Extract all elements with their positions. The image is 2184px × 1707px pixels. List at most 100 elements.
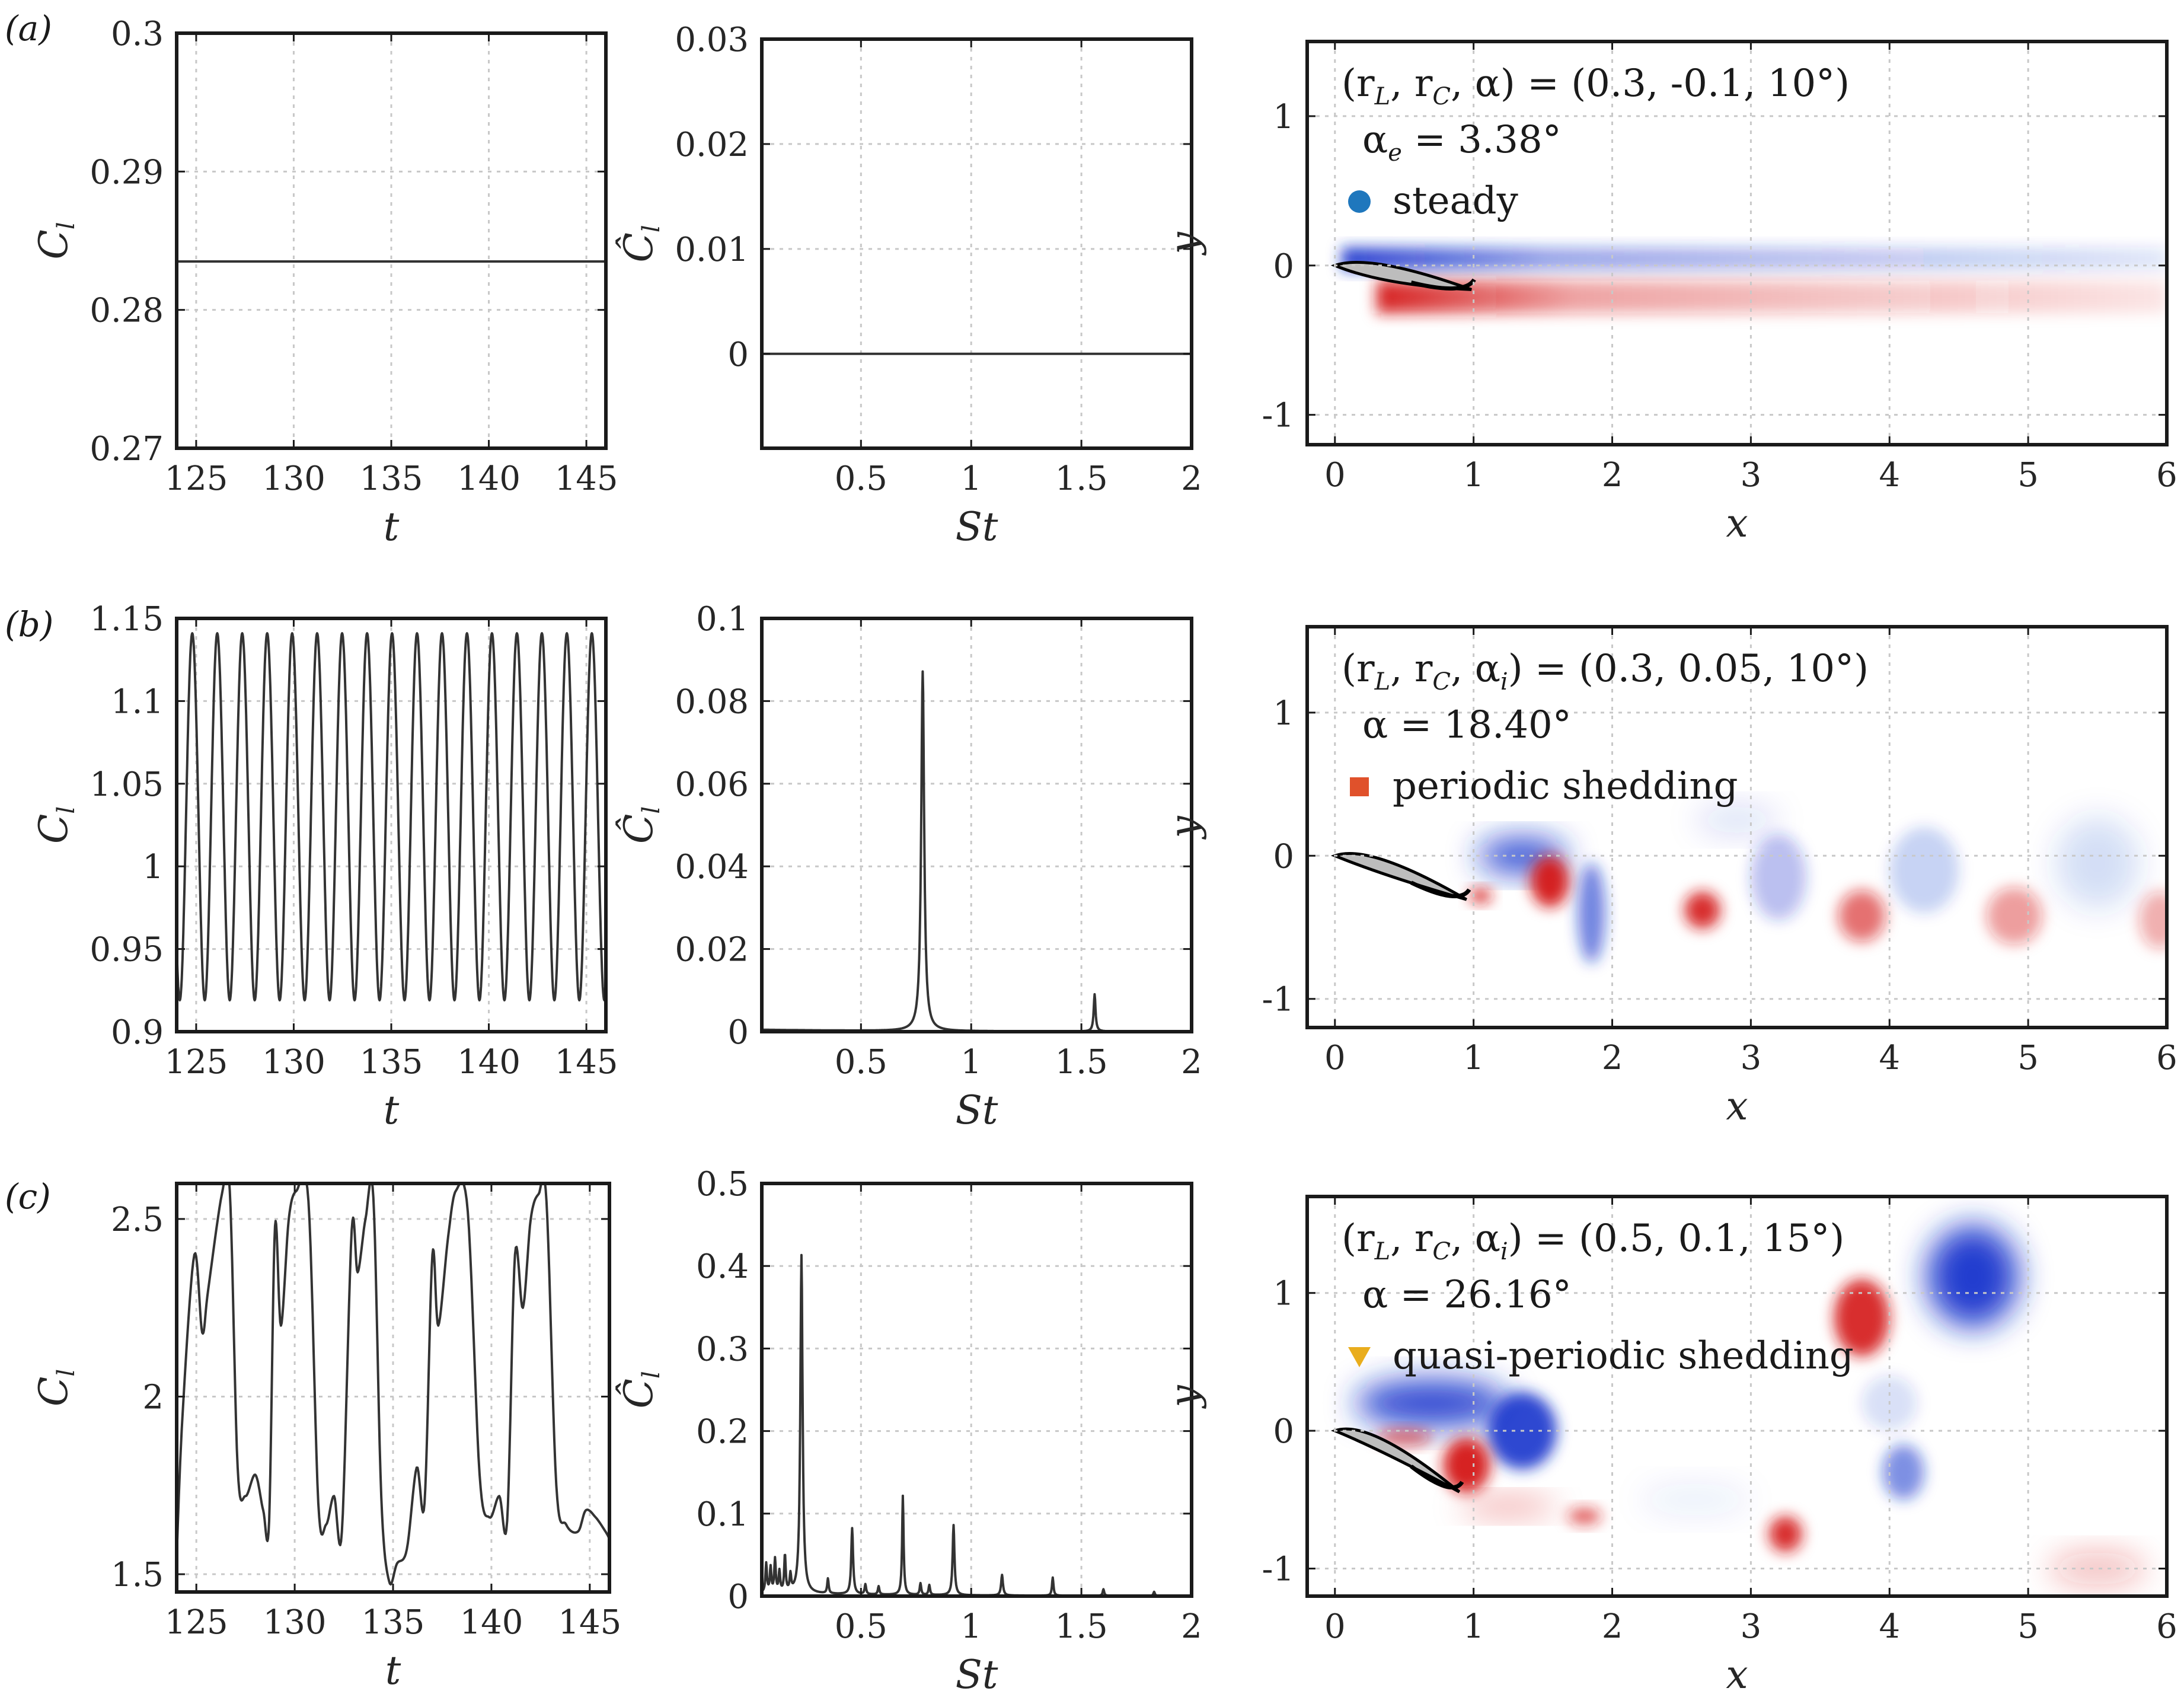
vortex-positive-1 — [1530, 856, 1570, 908]
y-tick-label-5: 0.5 — [696, 1165, 749, 1204]
y-tick-label-0: 0 — [727, 336, 749, 374]
y-axis-label: Ĉl — [615, 1371, 665, 1408]
vortex-negative-9 — [2055, 817, 2140, 909]
panel-label-b: (b) — [5, 604, 53, 644]
x-axis-label: t — [385, 1648, 401, 1693]
x-tick-label-5: 5 — [2017, 1039, 2039, 1077]
series-line-cl — [177, 632, 606, 1001]
trace-layer — [177, 632, 606, 1001]
y-tick-label-4: 1.1 — [111, 682, 164, 721]
annotation-angle: α = 18.40° — [1362, 703, 1572, 747]
y-tick-label-0: 0 — [727, 1578, 749, 1616]
y-tick-label-3: 1.05 — [90, 765, 164, 804]
vortex-positive-4 — [1460, 1497, 1557, 1517]
x-tick-label-5: 5 — [2017, 1607, 2039, 1646]
airfoil-shape — [1330, 260, 1472, 291]
x-axis-label: x — [1726, 1652, 1748, 1698]
x-tick-label-3: 2 — [1181, 1607, 1202, 1646]
vortex-negative-7 — [1889, 827, 1959, 913]
chart-a-vorticity-field: 0 1 2 3 4 5 6 -1 0 1 x y (rL, rC, α) = (0.3, -0.1, 1… — [1161, 40, 2177, 546]
x-tick-label-2: 2 — [1602, 1607, 1623, 1646]
y-tick-label-4: 0.4 — [696, 1247, 749, 1286]
x-tick-label-3: 3 — [1741, 456, 1762, 494]
x-tick-label-5: 5 — [2017, 456, 2039, 494]
x-tick-label-0: 0.5 — [835, 460, 887, 498]
x-tick-label-2: 135 — [360, 1043, 423, 1081]
y-axis-label: Cl — [31, 1369, 80, 1406]
x-axis-label: St — [956, 1087, 998, 1133]
x-axis-label: St — [956, 504, 998, 550]
y-tick-label-1: 0.1 — [696, 1495, 749, 1534]
axes-frame — [1305, 1195, 2169, 1598]
y-tick-label-2: 1 — [1273, 98, 1294, 136]
x-tick-label-2: 135 — [362, 1603, 425, 1642]
y-tick-label-0: -1 — [1262, 981, 1294, 1019]
annotation-parameters: (rL, rC, α) = (0.3, -0.1, 10°) — [1342, 62, 1850, 110]
x-tick-label-4: 145 — [555, 1043, 618, 1081]
x-tick-label-1: 130 — [262, 460, 325, 498]
axes-frame — [760, 37, 1193, 450]
legend-marker-square — [1350, 777, 1369, 796]
x-axis-label: St — [956, 1652, 998, 1698]
x-tick-label-0: 125 — [164, 460, 228, 498]
chart-a-spectrum: 0.5 1 1.5 2 0 0.01 0.02 0.03 St Ĉl — [615, 21, 1202, 550]
x-axis-label: t — [384, 504, 400, 550]
chart-c-spectrum: 0.5 1 1.5 2 0 0.1 0.2 0.3 0.4 0.5 St Ĉl — [615, 1165, 1202, 1698]
vortex-positive-8 — [1986, 887, 2042, 945]
legend-label: quasi-periodic shedding — [1393, 1334, 1854, 1378]
y-tick-label-0: 1.5 — [111, 1556, 164, 1594]
y-tick-label-2: 0.02 — [675, 126, 749, 164]
legend-marker-triangle — [1348, 1347, 1371, 1367]
y-tick-label-0: 0 — [727, 1013, 749, 1052]
y-tick-label-4: 0.08 — [675, 682, 749, 721]
airfoil-shape — [1330, 851, 1467, 901]
annotation-parameters: (rL, rC, αi) = (0.3, 0.05, 10°) — [1342, 647, 1869, 695]
y-axis-label: y — [1161, 232, 1207, 256]
y-tick-label-2: 2.5 — [111, 1201, 164, 1239]
x-tick-label-3: 3 — [1741, 1039, 1762, 1077]
trace-layer — [762, 670, 1192, 1032]
vortex-negative-5 — [1751, 834, 1806, 920]
panel-label-a: (a) — [5, 8, 52, 49]
chart-a-lift-history: 125 130 135 140 145 0.27 0.28 0.29 0.3 t Cl — [31, 15, 618, 550]
x-tick-label-3: 2 — [1181, 460, 1202, 498]
x-tick-label-6: 6 — [2156, 1607, 2177, 1646]
vortex-negative-0 — [1355, 1380, 1509, 1427]
x-tick-label-2: 2 — [1602, 1039, 1623, 1077]
y-tick-label-3: 0.3 — [111, 15, 164, 53]
x-tick-label-0: 0.5 — [835, 1043, 887, 1081]
airfoil-trailing-edge — [1410, 880, 1471, 898]
wake-shear-layer-lower — [1376, 280, 2167, 314]
x-tick-label-2: 1.5 — [1055, 460, 1108, 498]
y-tick-label-1: 0.02 — [675, 931, 749, 969]
y-tick-label-2: 1 — [1273, 1275, 1294, 1313]
x-tick-label-4: 4 — [1879, 456, 1900, 494]
y-tick-label-1: 0 — [1273, 837, 1294, 876]
x-tick-label-2: 2 — [1602, 456, 1623, 494]
x-tick-label-4: 4 — [1879, 1039, 1900, 1077]
x-tick-label-3: 140 — [457, 1043, 521, 1081]
vortex-negative-9 — [1882, 1444, 1924, 1500]
vortex-positive-11 — [2049, 1552, 2146, 1585]
y-tick-label-1: 0 — [1273, 247, 1294, 286]
x-tick-label-1: 1 — [1463, 1039, 1484, 1077]
y-tick-label-0: -1 — [1262, 1550, 1294, 1589]
x-tick-label-3: 2 — [1181, 1043, 1202, 1081]
x-tick-label-6: 6 — [2156, 456, 2177, 494]
x-tick-label-3: 140 — [459, 1603, 523, 1642]
axes-frame — [1305, 625, 2169, 1029]
x-tick-label-2: 135 — [360, 460, 423, 498]
y-tick-label-1: 0 — [1273, 1412, 1294, 1451]
vortex-positive-7 — [1834, 1279, 1890, 1357]
y-tick-label-1: 0.28 — [90, 292, 164, 330]
y-axis-label: Cl — [31, 222, 80, 259]
y-tick-label-2: 1 — [142, 848, 164, 886]
x-tick-label-1: 130 — [262, 1043, 325, 1081]
x-axis-label: x — [1726, 500, 1748, 546]
y-tick-label-2: 0.04 — [675, 848, 749, 886]
x-tick-label-2: 1.5 — [1055, 1043, 1108, 1081]
y-tick-label-5: 0.1 — [696, 600, 749, 639]
x-tick-label-0: 125 — [164, 1043, 228, 1081]
x-tick-label-1: 1 — [1463, 1607, 1484, 1646]
